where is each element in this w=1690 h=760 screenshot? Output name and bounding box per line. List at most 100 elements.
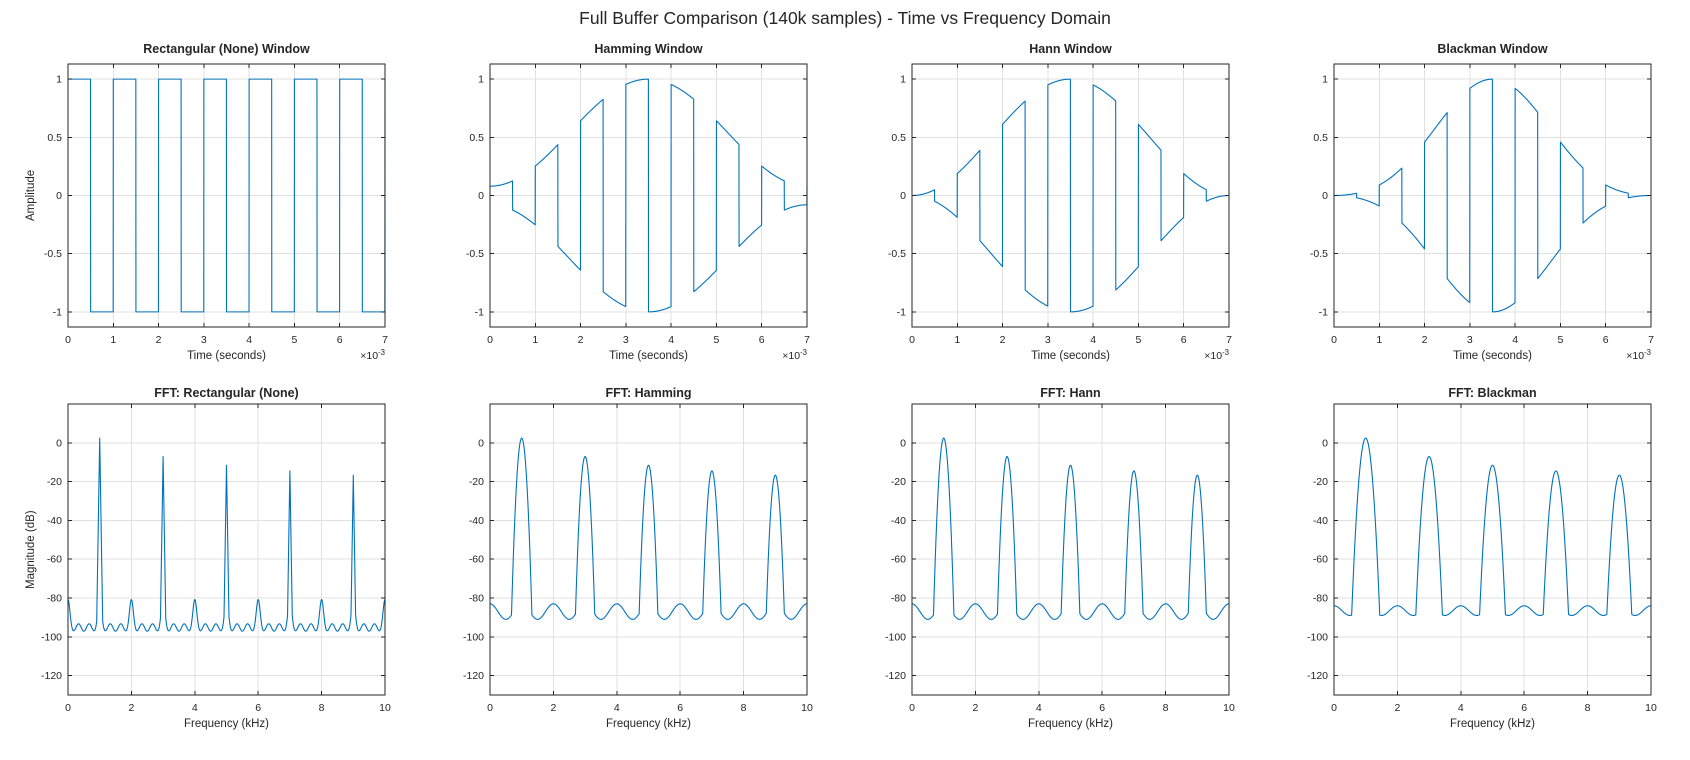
- svg-text:-0.5: -0.5: [888, 248, 906, 260]
- svg-text:-0.5: -0.5: [44, 248, 62, 260]
- svg-text:2: 2: [550, 702, 556, 714]
- time-rectangular-plot: 0 1 2 3 4 5 6 7 1 0.5 0 -0.5 -1: [44, 63, 388, 346]
- plot-title: Hamming Window: [594, 42, 703, 56]
- svg-text:-100: -100: [1307, 631, 1328, 643]
- svg-text:2: 2: [128, 702, 134, 714]
- svg-text:-80: -80: [891, 593, 906, 605]
- x-axis-label: Time (seconds): [1031, 350, 1110, 362]
- svg-text:10: 10: [1645, 702, 1657, 714]
- svg-text:1: 1: [532, 334, 538, 346]
- svg-text:-100: -100: [41, 631, 62, 643]
- y-axis-label: Amplitude: [25, 169, 37, 222]
- svg-text:0: 0: [478, 437, 484, 449]
- subplot-time-hamming: Hamming Window 0 1 2 3 4 5 6 7 1 0.5 0 -0.5 -1 Time …: [423, 30, 846, 375]
- svg-text:-1: -1: [1319, 306, 1328, 318]
- svg-text:6: 6: [255, 702, 261, 714]
- svg-text:7: 7: [1226, 334, 1232, 346]
- svg-text:4: 4: [668, 334, 674, 346]
- svg-text:0: 0: [900, 190, 906, 202]
- svg-text:-20: -20: [891, 476, 906, 488]
- svg-text:10: 10: [801, 702, 813, 714]
- svg-text:0: 0: [56, 437, 62, 449]
- svg-text:4: 4: [1090, 334, 1096, 346]
- svg-text:5: 5: [714, 334, 720, 346]
- svg-text:0.5: 0.5: [1313, 132, 1328, 144]
- svg-text:-100: -100: [463, 631, 484, 643]
- x-axis-label: Frequency (kHz): [184, 718, 269, 730]
- svg-text:0: 0: [65, 702, 71, 714]
- svg-text:2: 2: [1422, 334, 1428, 346]
- plot-title: Blackman Window: [1437, 42, 1548, 56]
- svg-text:6: 6: [677, 702, 683, 714]
- svg-text:0: 0: [56, 190, 62, 202]
- fft-blackman-plot: 0 2 4 6 8 10 0 -20 -40 -60 -80 -100 -120: [1307, 403, 1657, 714]
- plot-title: FFT: Hann: [1040, 386, 1101, 400]
- y-axis-label: Magnitude (dB): [25, 510, 37, 589]
- svg-text:0.5: 0.5: [891, 132, 906, 144]
- svg-text:4: 4: [192, 702, 198, 714]
- svg-text:0: 0: [478, 190, 484, 202]
- time-blackman-plot: 0 1 2 3 4 5 6 7 1 0.5 0 -0.5 -1: [1310, 63, 1654, 346]
- x-axis-label: Frequency (kHz): [1450, 718, 1535, 730]
- svg-text:6: 6: [337, 334, 343, 346]
- plot-title: FFT: Hamming: [605, 386, 692, 400]
- plot-title: Rectangular (None) Window: [143, 42, 310, 56]
- svg-text:10: 10: [1223, 702, 1235, 714]
- svg-text:-40: -40: [47, 515, 62, 527]
- svg-text:0.5: 0.5: [47, 132, 62, 144]
- subplot-fft-hann: FFT: Hann 0 2 4 6 8 10 0 -20 -40 -60 -80 -100 -120 F…: [845, 374, 1268, 739]
- svg-text:5: 5: [292, 334, 298, 346]
- svg-text:0: 0: [65, 334, 71, 346]
- svg-text:1: 1: [900, 74, 906, 86]
- svg-text:3: 3: [1467, 334, 1473, 346]
- svg-text:1: 1: [56, 74, 62, 86]
- svg-text:-1: -1: [53, 306, 62, 318]
- svg-text:3: 3: [1045, 334, 1051, 346]
- svg-text:8: 8: [1163, 702, 1169, 714]
- svg-text:1: 1: [478, 74, 484, 86]
- svg-text:2: 2: [578, 334, 584, 346]
- fft-hann-plot: 0 2 4 6 8 10 0 -20 -40 -60 -80 -100 -120: [885, 403, 1235, 714]
- svg-text:8: 8: [741, 702, 747, 714]
- svg-text:5: 5: [1558, 334, 1564, 346]
- svg-text:-20: -20: [1313, 476, 1328, 488]
- plot-title: FFT: Rectangular (None): [154, 386, 299, 400]
- plot-title: Hann Window: [1029, 42, 1112, 56]
- figure-title: Full Buffer Comparison (140k samples) - …: [579, 8, 1111, 28]
- svg-text:-100: -100: [885, 631, 906, 643]
- svg-text:1: 1: [1322, 74, 1328, 86]
- svg-text:-20: -20: [469, 476, 484, 488]
- svg-text:0: 0: [909, 334, 915, 346]
- svg-text:6: 6: [759, 334, 765, 346]
- svg-text:2: 2: [1394, 702, 1400, 714]
- svg-text:-20: -20: [47, 476, 62, 488]
- svg-text:5: 5: [1136, 334, 1142, 346]
- svg-text:-60: -60: [47, 554, 62, 566]
- svg-text:6: 6: [1521, 702, 1527, 714]
- x-axis-exponent: ×10-3: [1626, 347, 1651, 363]
- svg-text:0: 0: [1322, 190, 1328, 202]
- svg-text:4: 4: [1036, 702, 1042, 714]
- svg-text:0: 0: [1331, 334, 1337, 346]
- x-axis-exponent: ×10-3: [360, 347, 385, 363]
- svg-text:-120: -120: [1307, 670, 1328, 682]
- svg-text:0.5: 0.5: [469, 132, 484, 144]
- svg-text:-60: -60: [891, 554, 906, 566]
- x-axis-exponent: ×10-3: [782, 347, 807, 363]
- svg-text:-80: -80: [47, 593, 62, 605]
- svg-text:4: 4: [246, 334, 252, 346]
- fft-hamming-plot: 0 2 4 6 8 10 0 -20 -40 -60 -80 -100 -120: [463, 403, 813, 714]
- time-hamming-plot: 0 1 2 3 4 5 6 7 1 0.5 0 -0.5 -1: [466, 63, 810, 346]
- svg-text:1: 1: [110, 334, 116, 346]
- svg-text:1: 1: [1376, 334, 1382, 346]
- svg-text:8: 8: [319, 702, 325, 714]
- svg-text:1: 1: [954, 334, 960, 346]
- svg-text:-60: -60: [1313, 554, 1328, 566]
- x-axis-label: Frequency (kHz): [1028, 718, 1113, 730]
- svg-text:6: 6: [1603, 334, 1609, 346]
- svg-text:4: 4: [1512, 334, 1518, 346]
- svg-text:0: 0: [487, 334, 493, 346]
- svg-text:-120: -120: [885, 670, 906, 682]
- subplot-fft-blackman: FFT: Blackman 0 2 4 6 8 10 0 -20 -40 -60 -80 -100 -1…: [1267, 374, 1690, 739]
